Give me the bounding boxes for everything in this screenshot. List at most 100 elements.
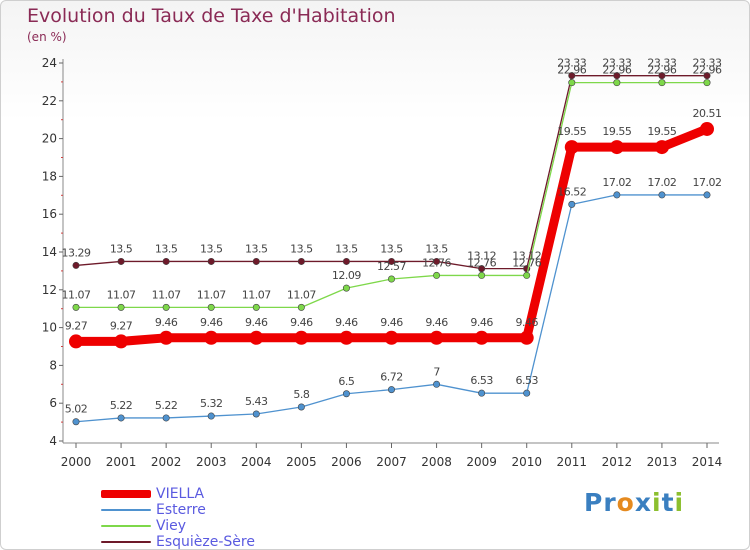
- data-label-viella-2000: 9.27: [65, 319, 88, 332]
- y-tick-label-4: 4: [49, 434, 57, 448]
- point-esqui-ze-s-re-2008: [433, 257, 441, 265]
- data-label-esterre-2001: 5.22: [110, 399, 133, 412]
- point-viella-2002: [159, 330, 174, 345]
- point-viella-2008: [429, 330, 444, 345]
- x-tick-label-2007: 2007: [376, 455, 407, 469]
- data-label-esqui-ze-s-re-2005: 13.5: [290, 242, 313, 255]
- point-viey-2013: [658, 79, 666, 87]
- data-label-esterre-2011: 16.52: [557, 185, 586, 198]
- y-tick-label-12: 12: [42, 283, 57, 297]
- data-label-viey-2014: 22.96: [693, 64, 722, 77]
- legend-label-viey: Viey: [156, 518, 187, 534]
- x-tick-label-2002: 2002: [151, 455, 182, 469]
- point-esterre-2002: [162, 414, 170, 422]
- data-label-viey-2000: 11.07: [62, 288, 91, 301]
- y-tick-label-20: 20: [42, 132, 57, 146]
- data-label-viella-2003: 9.46: [200, 316, 223, 329]
- y-axis-unit: (en %): [27, 30, 67, 44]
- data-label-esterre-2007: 6.72: [380, 371, 403, 384]
- point-viella-2005: [294, 330, 309, 345]
- point-esterre-2001: [117, 414, 125, 422]
- point-esterre-2005: [297, 403, 305, 411]
- y-tick-label-6: 6: [49, 396, 57, 410]
- point-esqui-ze-s-re-2004: [252, 257, 260, 265]
- data-label-esqui-ze-s-re-2012: 23.33: [602, 57, 631, 70]
- data-label-esqui-ze-s-re-2008: 13.5: [425, 242, 448, 255]
- point-esqui-ze-s-re-2013: [658, 72, 666, 80]
- x-tick-label-2000: 2000: [61, 455, 92, 469]
- point-viey-2010: [523, 271, 531, 279]
- data-label-esqui-ze-s-re-2013: 23.33: [647, 57, 676, 70]
- legend-swatch-esterre: [101, 509, 151, 511]
- x-tick-label-2006: 2006: [331, 455, 362, 469]
- point-esterre-2004: [252, 410, 260, 418]
- point-esterre-2014: [703, 191, 711, 199]
- x-tick-label-2003: 2003: [196, 455, 227, 469]
- point-viey-2001: [117, 303, 125, 311]
- data-label-esterre-2000: 5.02: [65, 403, 88, 416]
- point-viella-2014: [700, 121, 714, 136]
- point-esterre-2006: [342, 390, 350, 398]
- data-label-viey-2009: 12.76: [467, 256, 496, 269]
- point-esterre-2009: [478, 389, 486, 397]
- point-esqui-ze-s-re-2009: [478, 265, 486, 273]
- logo-letter-3: x: [634, 488, 652, 517]
- point-esqui-ze-s-re-2005: [297, 257, 305, 265]
- y-tick-label-10: 10: [42, 321, 57, 335]
- point-esqui-ze-s-re-2000: [72, 261, 80, 269]
- point-esqui-ze-s-re-2001: [117, 257, 125, 265]
- data-label-esterre-2003: 5.32: [200, 397, 223, 410]
- logo-letter-6: i: [674, 488, 685, 517]
- data-label-viey-2011: 22.96: [557, 64, 586, 77]
- data-label-viella-2009: 9.46: [470, 316, 493, 329]
- logo-letter-2: o: [616, 488, 635, 517]
- y-tick-label-8: 8: [49, 358, 57, 372]
- point-viella-2004: [249, 330, 264, 345]
- data-label-esqui-ze-s-re-2004: 13.5: [245, 242, 268, 255]
- data-label-esterre-2004: 5.43: [245, 395, 268, 408]
- data-label-viey-2013: 22.96: [647, 64, 676, 77]
- data-label-esqui-ze-s-re-2006: 13.5: [335, 242, 358, 255]
- data-label-viey-2010: 12.76: [512, 256, 541, 269]
- data-label-viey-2006: 12.09: [332, 269, 361, 282]
- point-viella-2006: [339, 330, 354, 345]
- data-label-esterre-2014: 17.02: [693, 176, 722, 189]
- point-viella-2013: [654, 140, 669, 155]
- x-tick-label-2008: 2008: [421, 455, 452, 469]
- legend-swatch-esqui-ze-s-re: [101, 541, 151, 543]
- logo-letter-0: P: [584, 488, 604, 517]
- data-label-esterre-2006: 6.5: [338, 375, 354, 388]
- x-tick-label-2010: 2010: [511, 455, 542, 469]
- point-esqui-ze-s-re-2002: [162, 257, 170, 265]
- x-tick-label-2009: 2009: [466, 455, 497, 469]
- point-viey-2011: [568, 79, 576, 87]
- point-esqui-ze-s-re-2003: [207, 257, 215, 265]
- data-label-esterre-2012: 17.02: [602, 176, 631, 189]
- data-label-viella-2008: 9.46: [425, 316, 448, 329]
- logo-letter-5: t: [661, 488, 675, 517]
- data-label-esterre-2002: 5.22: [155, 399, 178, 412]
- data-label-viella-2006: 9.46: [335, 316, 358, 329]
- data-label-esqui-ze-s-re-2010: 13.12: [512, 250, 541, 263]
- data-label-esqui-ze-s-re-2009: 13.12: [467, 250, 496, 263]
- data-label-viey-2004: 11.07: [242, 288, 271, 301]
- y-tick-label-22: 22: [42, 94, 57, 108]
- data-label-esterre-2005: 5.8: [293, 388, 309, 401]
- point-esqui-ze-s-re-2007: [387, 257, 395, 265]
- point-viella-2003: [204, 330, 219, 345]
- logo-letter-1: r: [603, 488, 617, 517]
- data-label-esqui-ze-s-re-2011: 23.33: [557, 57, 586, 70]
- legend-label-esterre: Esterre: [156, 502, 206, 518]
- point-viella-2010: [519, 330, 534, 345]
- data-label-viey-2003: 11.07: [197, 288, 226, 301]
- point-viey-2003: [207, 303, 215, 311]
- point-esterre-2011: [568, 200, 576, 208]
- data-label-esqui-ze-s-re-2007: 13.5: [380, 242, 403, 255]
- point-viella-2009: [474, 330, 489, 345]
- point-viella-2001: [114, 334, 129, 349]
- legend-label-esqui-ze-s-re: Esquièze-Sère: [156, 534, 255, 550]
- data-label-esterre-2010: 6.53: [515, 374, 538, 387]
- point-viey-2014: [703, 79, 711, 87]
- point-viella-2012: [609, 140, 624, 155]
- point-viey-2008: [433, 271, 441, 279]
